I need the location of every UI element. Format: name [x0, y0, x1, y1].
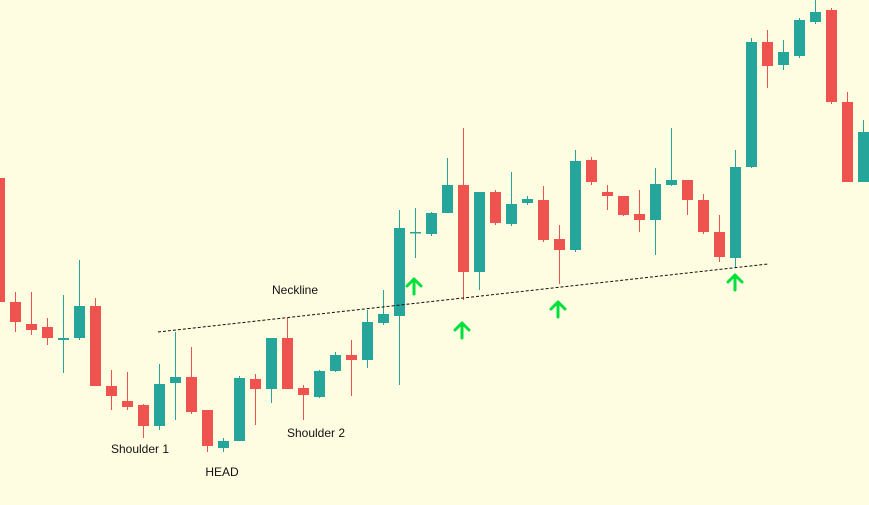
annotation: HEAD — [205, 465, 239, 479]
candle-body — [234, 378, 245, 441]
candle-body — [26, 324, 37, 330]
candle-body — [730, 167, 741, 258]
candle-body — [698, 200, 709, 232]
candle-body — [442, 185, 453, 213]
annotation: Shoulder 1 — [111, 442, 169, 456]
candle-body — [682, 180, 693, 200]
candle-body — [0, 178, 5, 302]
candle-body — [570, 161, 581, 250]
candles — [0, 0, 869, 452]
arrow — [453, 321, 471, 340]
candle-body — [666, 180, 677, 185]
arrows — [405, 273, 744, 340]
candle-body — [138, 405, 149, 426]
candle-body — [474, 192, 485, 272]
neckline — [157, 263, 769, 333]
candle-body — [346, 355, 357, 360]
arrow — [549, 300, 567, 319]
candle-body — [810, 12, 821, 22]
candle-body — [298, 388, 309, 395]
candle-body — [746, 42, 757, 167]
candle-body — [42, 327, 53, 338]
candle-body — [634, 214, 645, 220]
candle-body — [282, 338, 293, 389]
candle-body — [410, 232, 421, 234]
arrow — [405, 277, 423, 296]
candle-body — [794, 20, 805, 56]
candle-body — [74, 306, 85, 338]
candle-body — [122, 401, 133, 407]
candle-body — [650, 184, 661, 220]
candle-body — [602, 192, 613, 196]
candle-body — [762, 42, 773, 66]
candle-body — [58, 338, 69, 340]
candle-body — [90, 306, 101, 386]
candle-body — [362, 322, 373, 360]
candle-body — [314, 371, 325, 397]
candle-body — [106, 386, 117, 396]
candle-body — [842, 102, 853, 182]
candle-body — [826, 10, 837, 102]
candle-body — [330, 355, 341, 371]
annotation: Neckline — [272, 283, 318, 297]
candle-body — [394, 228, 405, 316]
candle-body — [522, 199, 533, 203]
candle-body — [586, 160, 597, 182]
annotation: Shoulder 2 — [287, 426, 345, 440]
candle-body — [714, 232, 725, 257]
candle-body — [186, 377, 197, 412]
candle-body — [778, 52, 789, 65]
candle-body — [426, 213, 437, 234]
candle-body — [506, 204, 517, 224]
candle-body — [266, 338, 277, 389]
candle-body — [154, 384, 165, 426]
candle-body — [538, 200, 549, 240]
candle-body — [554, 239, 565, 250]
candle-body — [458, 185, 469, 272]
candle-body — [858, 132, 869, 182]
arrow — [726, 273, 744, 292]
candle-body — [378, 314, 389, 323]
candle-body — [490, 192, 501, 223]
candle-body — [250, 379, 261, 389]
candle-body — [218, 441, 229, 448]
candle-body — [618, 196, 629, 215]
candle-body — [10, 302, 21, 322]
candle-body — [170, 377, 181, 383]
candle-body — [202, 410, 213, 446]
